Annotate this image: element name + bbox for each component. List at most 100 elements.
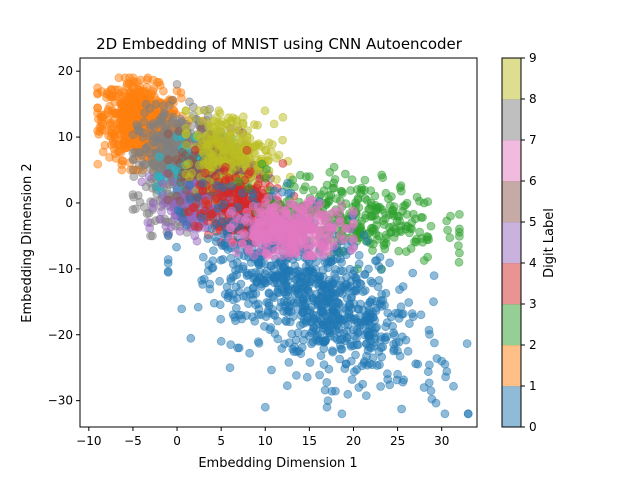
data-point bbox=[148, 87, 158, 96]
data-point bbox=[346, 245, 356, 255]
data-point bbox=[322, 234, 332, 244]
data-point bbox=[366, 343, 376, 353]
data-point bbox=[357, 216, 366, 226]
data-point bbox=[362, 237, 372, 246]
data-point bbox=[299, 335, 308, 345]
data-point bbox=[262, 238, 272, 248]
data-point bbox=[269, 264, 279, 274]
colorbar-tick-label: 4 bbox=[529, 256, 537, 270]
data-point bbox=[311, 264, 321, 274]
data-point bbox=[355, 278, 365, 288]
data-point bbox=[93, 159, 103, 169]
data-point bbox=[220, 289, 230, 299]
data-point bbox=[175, 196, 185, 206]
data-point bbox=[163, 168, 173, 178]
y-tick-label: 0 bbox=[65, 196, 73, 210]
data-point bbox=[382, 369, 392, 379]
colorbar-segment bbox=[502, 304, 521, 346]
data-point bbox=[215, 276, 225, 286]
data-point bbox=[339, 328, 349, 338]
data-point bbox=[190, 145, 200, 155]
data-point bbox=[114, 146, 123, 156]
data-point bbox=[227, 181, 237, 191]
data-point bbox=[124, 139, 133, 149]
data-point bbox=[282, 287, 292, 297]
data-point bbox=[216, 336, 226, 346]
data-point bbox=[226, 223, 236, 233]
y-tick-label: −20 bbox=[48, 328, 73, 342]
data-point bbox=[231, 282, 241, 292]
data-point bbox=[163, 155, 173, 165]
data-point bbox=[274, 234, 284, 243]
data-point bbox=[211, 237, 221, 247]
data-point bbox=[260, 106, 270, 116]
data-point bbox=[331, 265, 341, 274]
data-point bbox=[118, 156, 128, 166]
data-point bbox=[311, 206, 321, 216]
data-point bbox=[279, 263, 289, 272]
data-point bbox=[327, 386, 337, 396]
data-point bbox=[342, 294, 352, 303]
data-point bbox=[225, 208, 235, 218]
data-point bbox=[243, 126, 253, 135]
data-point bbox=[366, 186, 376, 196]
data-point bbox=[278, 112, 288, 122]
data-point bbox=[354, 259, 364, 269]
colorbar-segment bbox=[502, 140, 521, 182]
data-point bbox=[209, 298, 219, 308]
data-point bbox=[454, 227, 464, 237]
data-point bbox=[148, 75, 158, 85]
x-tick-label: 5 bbox=[217, 434, 225, 448]
data-point bbox=[378, 173, 388, 183]
data-point bbox=[312, 295, 321, 305]
data-point bbox=[418, 237, 428, 247]
data-point bbox=[322, 402, 332, 412]
data-point bbox=[236, 310, 246, 320]
colorbar-segment bbox=[502, 386, 521, 428]
data-point bbox=[198, 178, 208, 188]
data-point bbox=[216, 255, 226, 265]
data-point bbox=[407, 309, 417, 319]
data-point bbox=[354, 250, 364, 260]
data-point bbox=[321, 335, 331, 345]
data-point bbox=[324, 364, 334, 374]
colorbar-label: Digit Label bbox=[542, 208, 557, 278]
data-point bbox=[404, 298, 414, 307]
data-point bbox=[227, 116, 237, 126]
data-point bbox=[305, 288, 315, 298]
data-point bbox=[348, 269, 358, 279]
data-point bbox=[371, 306, 381, 316]
data-point bbox=[148, 136, 158, 146]
data-point bbox=[372, 234, 382, 244]
data-point bbox=[145, 123, 155, 133]
data-point bbox=[278, 135, 288, 145]
data-point bbox=[442, 366, 452, 376]
data-point bbox=[419, 198, 429, 208]
data-point bbox=[119, 101, 129, 111]
data-point bbox=[218, 192, 228, 202]
data-point bbox=[163, 258, 173, 268]
data-point bbox=[347, 375, 357, 384]
data-point bbox=[312, 279, 321, 289]
y-tick-label: 20 bbox=[58, 64, 73, 78]
data-point bbox=[337, 257, 347, 267]
data-point bbox=[318, 306, 328, 316]
data-point bbox=[271, 274, 280, 284]
colorbar-tick-label: 1 bbox=[529, 379, 537, 393]
data-point bbox=[424, 360, 434, 370]
data-point bbox=[193, 192, 203, 202]
data-point bbox=[199, 159, 209, 169]
data-point bbox=[242, 217, 252, 227]
data-point bbox=[412, 192, 422, 202]
colorbar-segment bbox=[502, 58, 521, 100]
data-point bbox=[361, 391, 371, 401]
data-point bbox=[397, 404, 407, 414]
data-point bbox=[288, 221, 298, 231]
data-point bbox=[137, 177, 147, 187]
data-point bbox=[359, 358, 369, 368]
data-point bbox=[290, 234, 300, 244]
data-point bbox=[440, 409, 450, 419]
colorbar-segment bbox=[502, 181, 521, 223]
